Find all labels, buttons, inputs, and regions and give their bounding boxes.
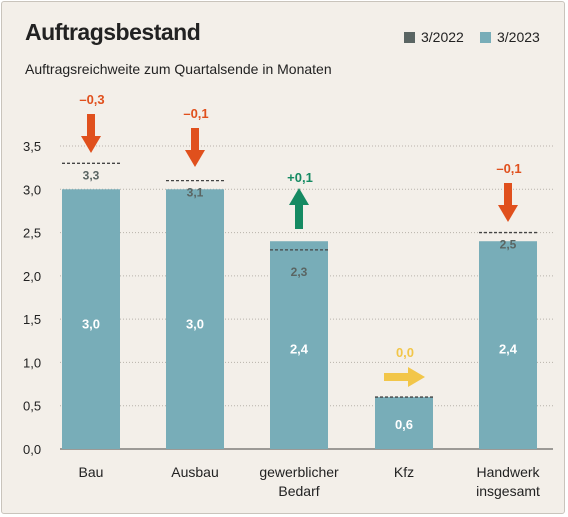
change-arrow-head-right [408, 367, 425, 387]
legend-swatch-2023 [480, 31, 491, 43]
bar-value-label-2023: 2,4 [499, 341, 518, 356]
change-arrow-head-down [185, 150, 205, 167]
change-value-label: –0,3 [79, 92, 104, 107]
category-label: Bau [79, 464, 104, 480]
chart-subtitle: Auftragsreichweite zum Quartalsende in M… [25, 61, 332, 77]
bar-3-2023 [375, 397, 433, 449]
change-arrow-shaft [504, 183, 512, 207]
bar-value-label-2023: 2,4 [290, 341, 309, 356]
change-arrow-shaft [384, 373, 410, 381]
category-label: insgesamt [476, 483, 540, 499]
bar-3-2023 [479, 241, 537, 449]
category-label: Ausbau [171, 464, 218, 480]
change-arrow-head-down [498, 205, 518, 222]
y-tick-label: 0,0 [23, 442, 41, 457]
category-label: Bedarf [278, 483, 319, 499]
change-value-label: –0,1 [183, 106, 208, 121]
y-tick-label: 1,5 [23, 312, 41, 327]
chart-title: Auftragsbestand [25, 19, 201, 45]
y-tick-label: 3,5 [23, 139, 41, 154]
change-arrow-shaft [87, 114, 95, 138]
change-arrow-head-down [81, 136, 101, 153]
legend-item-2023: 3/2023 [480, 29, 540, 45]
bar-3-2023 [62, 189, 120, 450]
change-arrow-shaft [295, 203, 303, 229]
y-tick-label: 3,0 [23, 182, 41, 197]
change-value-label: 0,0 [396, 345, 414, 360]
bar-3-2023 [270, 241, 328, 449]
reference-value-label-2022: 3,1 [187, 186, 204, 200]
y-tick-label: 0,5 [23, 399, 41, 414]
y-tick-label: 2,5 [23, 226, 41, 241]
bar-value-label-2023: 0,6 [395, 417, 413, 432]
change-value-label: –0,1 [496, 161, 521, 176]
bar-value-label-2023: 3,0 [82, 316, 100, 331]
legend-label-2022: 3/2022 [421, 29, 464, 45]
change-arrow-shaft [191, 128, 199, 152]
legend-swatch-2022 [404, 31, 415, 43]
category-label: Handwerk [476, 464, 540, 480]
category-label: Kfz [394, 464, 414, 480]
change-arrow-head-up [289, 188, 309, 205]
category-label: gewerblicher [259, 464, 339, 480]
legend-item-2022: 3/2022 [404, 29, 464, 45]
change-value-label: +0,1 [287, 170, 313, 185]
bar-value-label-2023: 3,0 [186, 316, 204, 331]
reference-value-label-2022: 2,3 [291, 265, 308, 279]
y-tick-label: 1,0 [23, 355, 41, 370]
reference-value-label-2022: 3,3 [83, 168, 100, 182]
reference-value-label-2022: 2,5 [500, 238, 517, 252]
legend-label-2023: 3/2023 [497, 29, 540, 45]
y-tick-label: 2,0 [23, 269, 41, 284]
bar-3-2023 [166, 189, 224, 450]
